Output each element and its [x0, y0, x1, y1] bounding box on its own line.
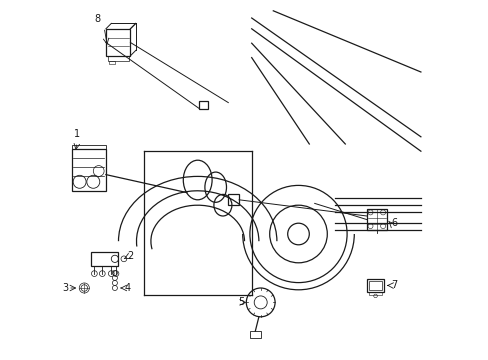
Text: 5: 5: [238, 297, 244, 307]
Bar: [106, 29, 130, 56]
Bar: [199, 101, 208, 109]
Bar: [366, 209, 386, 230]
Text: 3: 3: [62, 283, 69, 293]
Text: 7: 7: [390, 280, 397, 291]
Text: 6: 6: [390, 218, 397, 228]
Bar: [368, 292, 382, 295]
Bar: [228, 194, 239, 205]
Text: 4: 4: [125, 283, 131, 293]
Bar: [366, 279, 384, 292]
Text: 1: 1: [74, 129, 80, 139]
Bar: [91, 252, 118, 266]
Bar: [72, 149, 106, 191]
Bar: [109, 61, 115, 64]
Bar: [249, 331, 260, 338]
Bar: [368, 281, 381, 290]
Bar: [72, 145, 106, 149]
Text: 8: 8: [94, 14, 101, 24]
Text: 2: 2: [127, 251, 134, 261]
Bar: [107, 56, 128, 61]
